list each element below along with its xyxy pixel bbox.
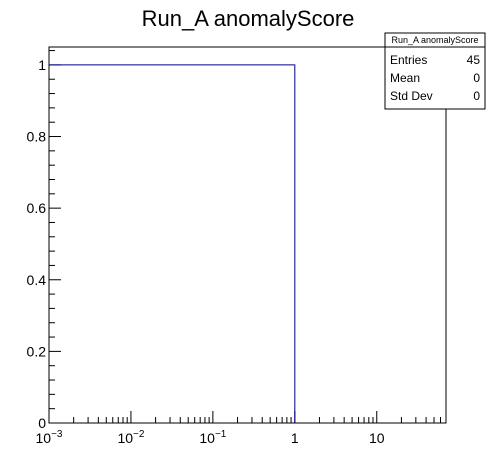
x-tick-label: 10−3	[36, 429, 63, 446]
stats-row-label: Mean	[390, 71, 420, 85]
y-tick-label: 1	[38, 57, 46, 73]
stats-box-title: Run_A anomalyScore	[391, 35, 478, 45]
y-axis: 0 0.2 0.4 0.6 0.8 1	[27, 50, 61, 431]
x-tick-label: 10−2	[117, 429, 144, 446]
plot-frame	[48, 46, 447, 424]
stats-row-label: Entries	[390, 53, 427, 67]
stats-box-frame	[384, 32, 486, 110]
x-tick-label: 1	[291, 430, 299, 446]
y-tick-label: 0	[38, 415, 46, 431]
y-tick-label: 0.8	[27, 129, 47, 145]
stats-row-label: Std Dev	[390, 89, 433, 103]
stats-row-value: 0	[473, 89, 480, 103]
stats-row-value: 45	[467, 53, 481, 67]
x-axis: 10−3 10−2 10−1 1 10	[36, 411, 447, 446]
y-tick-label: 0.2	[27, 343, 47, 359]
y-tick-label: 0.4	[27, 272, 47, 288]
histogram-line	[49, 64, 296, 423]
chart-title: Run_A anomalyScore	[142, 6, 355, 31]
y-tick-label: 0.6	[27, 200, 47, 216]
stats-row-value: 0	[473, 71, 480, 85]
stats-box: Run_A anomalyScore Entries 45 Mean 0 Std Dev…	[384, 32, 486, 110]
x-tick-label: 10−1	[199, 429, 226, 446]
x-tick-label: 10	[369, 430, 385, 446]
